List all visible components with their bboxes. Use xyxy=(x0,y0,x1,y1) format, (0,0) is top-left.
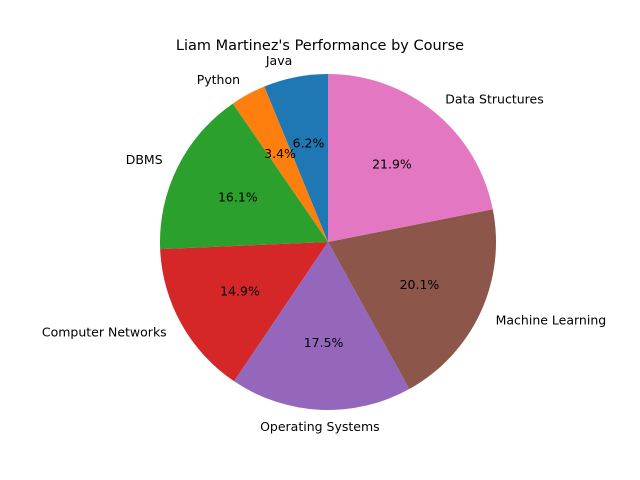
category-label: DBMS xyxy=(126,152,163,167)
category-label: Python xyxy=(197,72,240,87)
pie-slice-java xyxy=(264,74,328,242)
pie-slice-data-structures xyxy=(328,74,493,242)
percent-label: 3.4% xyxy=(264,146,296,161)
percent-label: 21.9% xyxy=(372,157,412,172)
percent-label: 14.9% xyxy=(220,284,260,299)
category-label: Machine Learning xyxy=(496,312,607,327)
category-label: Java xyxy=(265,53,292,68)
pie-slice-dbms xyxy=(160,103,328,250)
percent-label: 6.2% xyxy=(293,136,325,151)
pie-slice-operating-systems xyxy=(234,242,410,410)
category-label: Operating Systems xyxy=(260,419,380,434)
percent-label: 16.1% xyxy=(218,189,258,204)
percent-label: 17.5% xyxy=(304,335,344,350)
chart-title: Liam Martinez's Performance by Course xyxy=(176,38,464,54)
percent-label: 20.1% xyxy=(400,277,440,292)
pie-slice-computer-networks xyxy=(160,242,328,382)
category-label: Computer Networks xyxy=(42,325,167,340)
category-label: Data Structures xyxy=(445,92,543,107)
category-labels: Java Python DBMS Computer Networks Operating… xyxy=(42,53,606,434)
pie-slice-python xyxy=(232,86,328,242)
percent-labels: 6.2%3.4% 16.1% 14.9% 17.5% 20.1% 21.9% xyxy=(218,136,439,351)
pie-slices xyxy=(160,74,497,410)
pie-slice-machine-learning xyxy=(328,209,497,390)
